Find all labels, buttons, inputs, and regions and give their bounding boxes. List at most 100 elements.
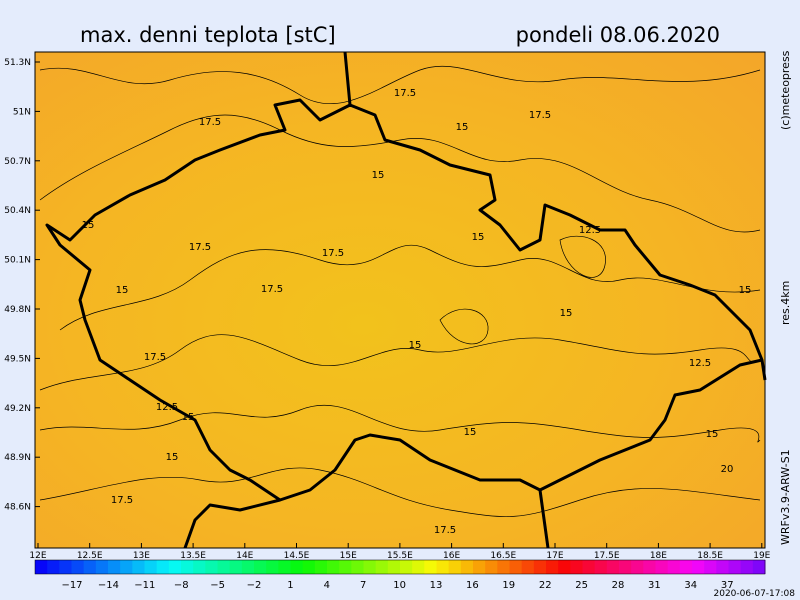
contour <box>39 65 761 105</box>
lat-label: 48.9N <box>4 453 31 463</box>
colorbar-swatch <box>83 560 97 574</box>
colorbar-swatch <box>582 560 596 574</box>
contour-label: 17.5 <box>199 117 221 128</box>
border <box>538 489 550 549</box>
colorbar-swatch <box>314 560 328 574</box>
lat-label: 49.5N <box>4 354 31 364</box>
colorbar-swatch <box>120 560 133 574</box>
colorbar-swatch <box>679 560 693 574</box>
colorbar-label: 4 <box>324 580 330 591</box>
lon-label: 17E <box>546 551 563 561</box>
colorbar-swatch <box>387 560 401 574</box>
contour <box>39 404 761 443</box>
colorbar-swatch <box>655 560 669 574</box>
contour-label: 15 <box>182 412 195 423</box>
contour-label: 17.5 <box>144 352 166 363</box>
colorbar-label: 25 <box>575 580 588 591</box>
colorbar-swatch <box>217 560 231 574</box>
lat-label: 50.7N <box>4 157 31 167</box>
contour-label: 20 <box>721 464 734 475</box>
colorbar-swatch <box>704 560 717 574</box>
colorbar-swatch <box>59 560 72 574</box>
colorbar-swatch <box>752 560 766 574</box>
lat-label: 49.8N <box>4 305 31 315</box>
lon-label: 13.5E <box>180 551 206 561</box>
colorbar-swatch <box>692 560 705 574</box>
contour-label: 17.5 <box>322 248 344 259</box>
colorbar-swatch <box>35 560 48 574</box>
colorbar-label: 22 <box>539 580 552 591</box>
colorbar-label: −8 <box>174 580 189 591</box>
lon-label: 16.5E <box>490 551 516 561</box>
contour-label: 15 <box>706 429 719 440</box>
contour-label: 12.5 <box>579 225 601 236</box>
contour-label: 17.5 <box>111 495 133 506</box>
colorbar-swatch <box>290 560 304 574</box>
colorbar-swatch <box>327 560 340 574</box>
timestamp: 2020-06-07-17:08 <box>714 589 796 599</box>
colorbar-swatch <box>181 560 194 574</box>
colorbar-swatch <box>448 560 462 574</box>
colorbar-label: −5 <box>210 580 225 591</box>
colorbar-label: −14 <box>98 580 119 591</box>
lon-label: 14E <box>236 551 253 561</box>
colorbar-swatch <box>339 560 352 574</box>
lon-label: 12E <box>29 551 46 561</box>
colorbar-swatch <box>497 560 510 574</box>
contour-label: 15 <box>409 340 422 351</box>
colorbar-swatch <box>485 560 498 574</box>
lon-label: 15.5E <box>387 551 413 561</box>
colorbar-swatch <box>229 560 243 574</box>
contour <box>559 235 606 278</box>
lon-label: 17.5E <box>594 551 620 561</box>
colorbar-swatch <box>631 560 644 574</box>
contour <box>39 114 761 233</box>
colorbar-swatch <box>144 560 158 574</box>
contour-label: 12.5 <box>689 358 711 369</box>
contour <box>439 308 489 345</box>
map-date: pondeli 08.06.2020 <box>516 23 720 47</box>
lat-label: 50.4N <box>4 206 31 216</box>
colorbar-swatch <box>533 560 547 574</box>
colorbar-label: 31 <box>648 580 661 591</box>
colorbar-swatch <box>424 560 437 574</box>
contour-label: 17.5 <box>434 525 456 536</box>
colorbar-swatch <box>412 560 425 574</box>
colorbar-swatch <box>363 560 377 574</box>
map-title: max. denni teplota [stC] <box>80 23 336 47</box>
colorbar-swatch <box>460 560 474 574</box>
border <box>183 498 281 549</box>
border <box>343 51 352 106</box>
lat-label: 48.6N <box>4 503 31 513</box>
lon-label: 13E <box>133 551 150 561</box>
colorbar-swatch <box>108 560 121 574</box>
czech-border <box>45 98 764 502</box>
colorbar-swatch <box>95 560 109 574</box>
lon-label: 16E <box>443 551 460 561</box>
lat-label: 49.2N <box>4 404 31 414</box>
colorbar-swatch <box>558 560 571 574</box>
colorbar-swatch <box>546 560 559 574</box>
contour-label: 17.5 <box>261 284 283 295</box>
colorbar-swatch <box>509 560 523 574</box>
colorbar-swatch <box>716 560 729 574</box>
contour-label: 15 <box>456 122 469 133</box>
contour-label: 15 <box>739 285 752 296</box>
contour <box>39 334 761 391</box>
colorbar-swatch <box>606 560 620 574</box>
lon-label: 18E <box>650 551 667 561</box>
colorbar-label: 28 <box>612 580 625 591</box>
colorbar-swatch <box>375 560 389 574</box>
colorbar-swatch <box>351 560 364 574</box>
colorbar-swatch <box>594 560 608 574</box>
colorbar-swatch <box>400 560 413 574</box>
colorbar-label: −2 <box>247 580 262 591</box>
colorbar-label: −17 <box>61 580 82 591</box>
colorbar-swatch <box>436 560 450 574</box>
lat-label: 51.3N <box>4 58 31 68</box>
colorbar-swatch <box>132 560 145 574</box>
colorbar-label: 34 <box>684 580 697 591</box>
lon-label: 19E <box>753 551 770 561</box>
contour <box>39 467 761 517</box>
